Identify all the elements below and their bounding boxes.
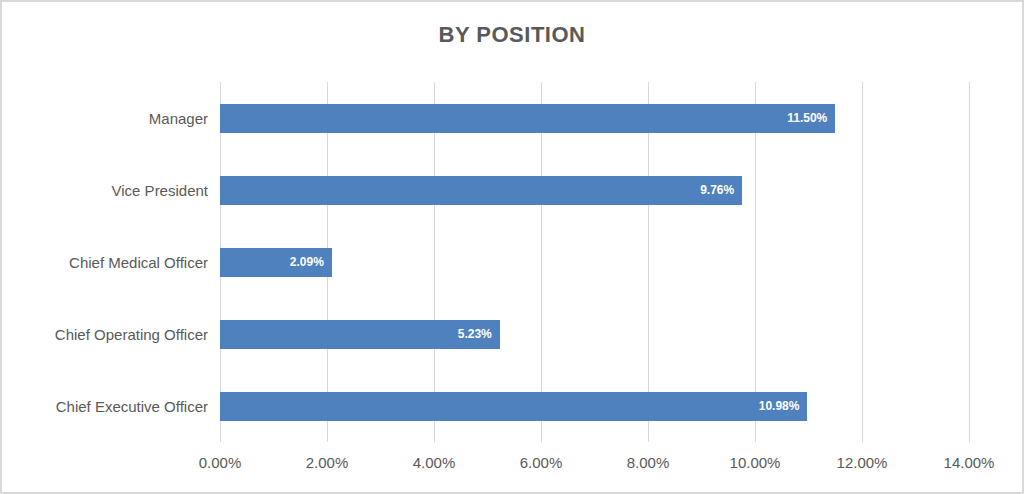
x-tick-label: 2.00% [306, 454, 349, 471]
x-tick-label: 6.00% [520, 454, 563, 471]
x-tick-label: 4.00% [413, 454, 456, 471]
bar-chart: BY POSITION 11.50%9.76%2.09%5.23%10.98% … [0, 0, 1024, 494]
value-label: 9.76% [700, 183, 742, 197]
gridline [755, 82, 756, 442]
value-label: 10.98% [759, 399, 808, 413]
bar[interactable]: 10.98% [220, 392, 807, 421]
bar[interactable]: 5.23% [220, 320, 500, 349]
gridline [541, 82, 542, 442]
x-tick-label: 8.00% [627, 454, 670, 471]
chart-title: BY POSITION [2, 22, 1022, 48]
gridline [434, 82, 435, 442]
value-label: 11.50% [787, 111, 835, 125]
value-label: 2.09% [290, 255, 332, 269]
plot-area: 11.50% 9.76% 2.09% 5.23% 10.98% [220, 82, 969, 442]
category-label: Chief Medical Officer [2, 226, 208, 298]
x-tick-label: 10.00% [730, 454, 781, 471]
x-tick-label: 14.00% [944, 454, 995, 471]
x-tick-label: 12.00% [837, 454, 888, 471]
value-label: 5.23% [458, 327, 500, 341]
category-label: Vice President [2, 154, 208, 226]
bar[interactable]: 11.50% [220, 104, 835, 133]
category-label: Manager [2, 82, 208, 154]
category-label: Chief Operating Officer [2, 298, 208, 370]
gridline [969, 82, 970, 442]
bar[interactable]: 9.76% [220, 176, 742, 205]
gridline [648, 82, 649, 442]
gridline [862, 82, 863, 442]
category-label: Chief Executive Officer [2, 370, 208, 442]
bar[interactable]: 2.09% [220, 248, 332, 277]
x-tick-label: 0.00% [199, 454, 242, 471]
